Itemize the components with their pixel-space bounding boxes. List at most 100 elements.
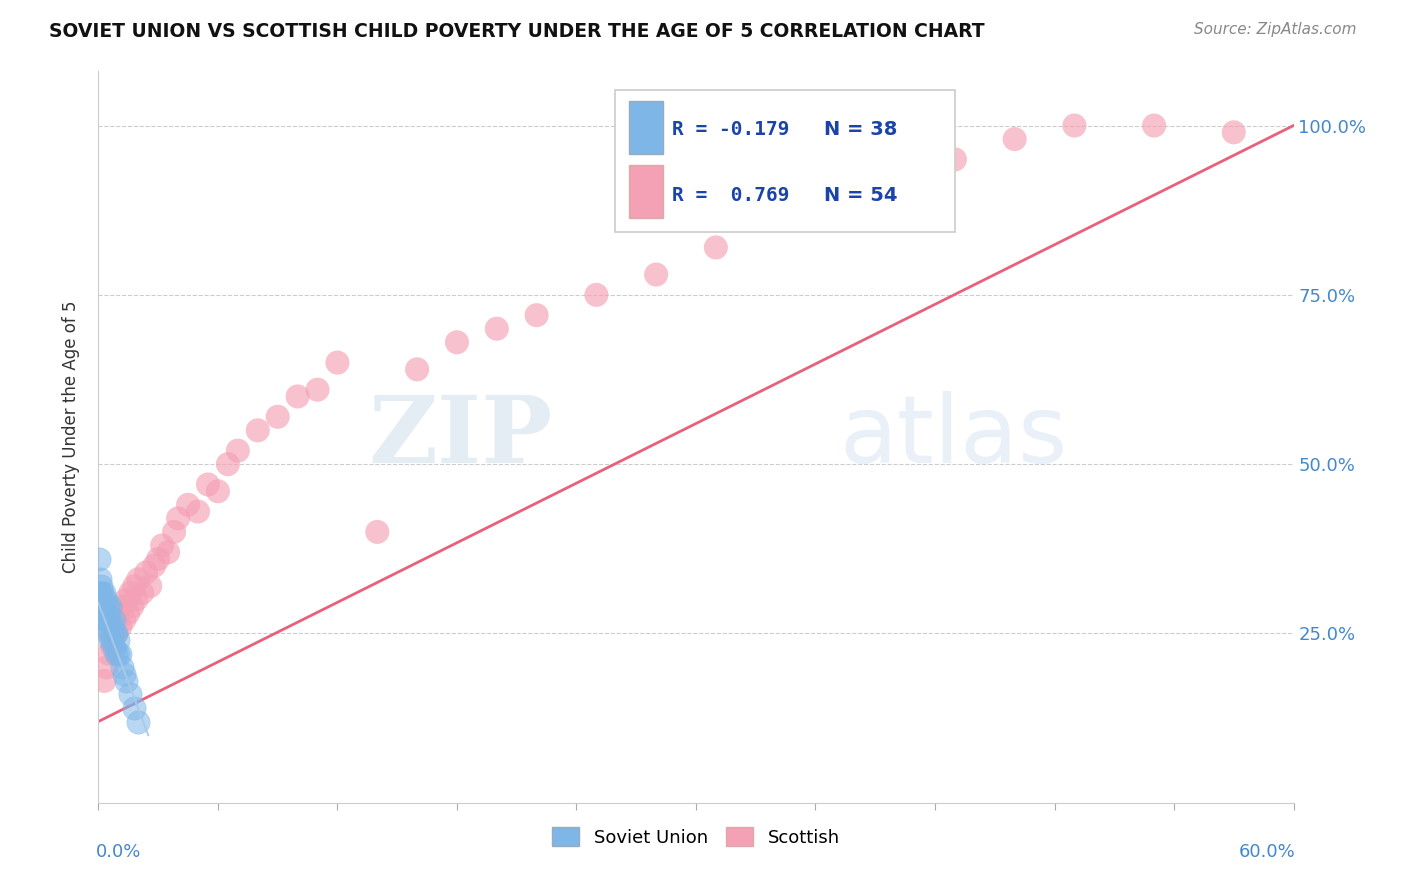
Point	[89, 552, 111, 566]
Point	[101, 640, 124, 654]
Point	[96, 606, 118, 620]
Point	[96, 613, 118, 627]
Point	[97, 647, 120, 661]
Point	[217, 457, 239, 471]
Point	[98, 613, 122, 627]
Point	[326, 355, 349, 369]
Point	[177, 498, 200, 512]
Point	[765, 213, 787, 227]
Point	[91, 606, 114, 620]
Point	[526, 308, 548, 322]
Point	[103, 640, 125, 654]
Point	[93, 586, 115, 600]
Point	[127, 714, 149, 729]
Point	[112, 613, 135, 627]
Point	[307, 383, 329, 397]
Point	[93, 613, 115, 627]
Point	[127, 572, 149, 586]
Point	[197, 477, 219, 491]
Point	[89, 572, 111, 586]
Point	[112, 667, 135, 681]
Point	[884, 172, 907, 186]
Point	[107, 633, 129, 648]
Point	[96, 660, 118, 674]
Bar	[628, 101, 662, 153]
Text: N = 38: N = 38	[824, 120, 897, 139]
Point	[139, 579, 162, 593]
Point	[120, 586, 142, 600]
Point	[585, 288, 607, 302]
Point	[163, 524, 186, 539]
Point	[97, 599, 120, 614]
Point	[90, 579, 112, 593]
Point	[111, 660, 134, 674]
Legend: Soviet Union, Scottish: Soviet Union, Scottish	[546, 820, 846, 854]
Point	[226, 443, 249, 458]
Point	[704, 240, 727, 254]
Point	[148, 552, 170, 566]
Text: 60.0%: 60.0%	[1239, 843, 1296, 861]
Point	[89, 586, 111, 600]
Point	[101, 633, 124, 648]
Point	[131, 586, 153, 600]
Point	[124, 701, 146, 715]
Point	[93, 606, 115, 620]
Point	[446, 335, 468, 350]
Point	[115, 592, 138, 607]
Point	[1063, 119, 1085, 133]
Text: N = 54: N = 54	[824, 186, 897, 204]
Point	[97, 626, 120, 640]
Point	[110, 647, 132, 661]
Text: 0.0%: 0.0%	[96, 843, 142, 861]
Point	[98, 599, 122, 614]
Point	[117, 606, 139, 620]
Point	[96, 620, 118, 634]
Point	[115, 673, 138, 688]
Point	[406, 362, 429, 376]
Point	[107, 647, 129, 661]
Point	[157, 545, 180, 559]
Point	[267, 409, 290, 424]
Point	[121, 599, 143, 614]
Point	[103, 613, 125, 627]
Point	[105, 626, 128, 640]
Point	[824, 193, 846, 207]
Text: Source: ZipAtlas.com: Source: ZipAtlas.com	[1194, 22, 1357, 37]
Point	[98, 633, 122, 648]
Point	[93, 599, 115, 614]
Point	[98, 626, 122, 640]
Point	[107, 606, 129, 620]
Point	[124, 579, 146, 593]
Point	[485, 322, 508, 336]
Point	[90, 599, 112, 614]
Point	[366, 524, 388, 539]
Point	[1223, 125, 1246, 139]
Point	[91, 592, 114, 607]
Point	[1004, 132, 1026, 146]
Point	[645, 268, 668, 282]
Text: atlas: atlas	[839, 391, 1067, 483]
Point	[103, 626, 125, 640]
Point	[246, 423, 269, 437]
Text: SOVIET UNION VS SCOTTISH CHILD POVERTY UNDER THE AGE OF 5 CORRELATION CHART: SOVIET UNION VS SCOTTISH CHILD POVERTY U…	[49, 22, 984, 41]
Point	[105, 626, 128, 640]
Point	[943, 153, 966, 167]
Point	[135, 566, 157, 580]
Bar	[628, 165, 662, 218]
Text: ZIP: ZIP	[368, 392, 553, 482]
Point	[103, 613, 125, 627]
Text: R =  0.769: R = 0.769	[672, 186, 790, 204]
Point	[187, 505, 209, 519]
Y-axis label: Child Poverty Under the Age of 5: Child Poverty Under the Age of 5	[62, 301, 80, 574]
Point	[105, 647, 128, 661]
Point	[150, 538, 173, 552]
Point	[110, 620, 132, 634]
Point	[111, 599, 134, 614]
FancyBboxPatch shape	[614, 89, 955, 232]
Point	[207, 484, 229, 499]
Point	[93, 673, 115, 688]
Point	[125, 592, 148, 607]
Point	[101, 620, 124, 634]
Point	[91, 586, 114, 600]
Text: R = -0.179: R = -0.179	[672, 120, 790, 139]
